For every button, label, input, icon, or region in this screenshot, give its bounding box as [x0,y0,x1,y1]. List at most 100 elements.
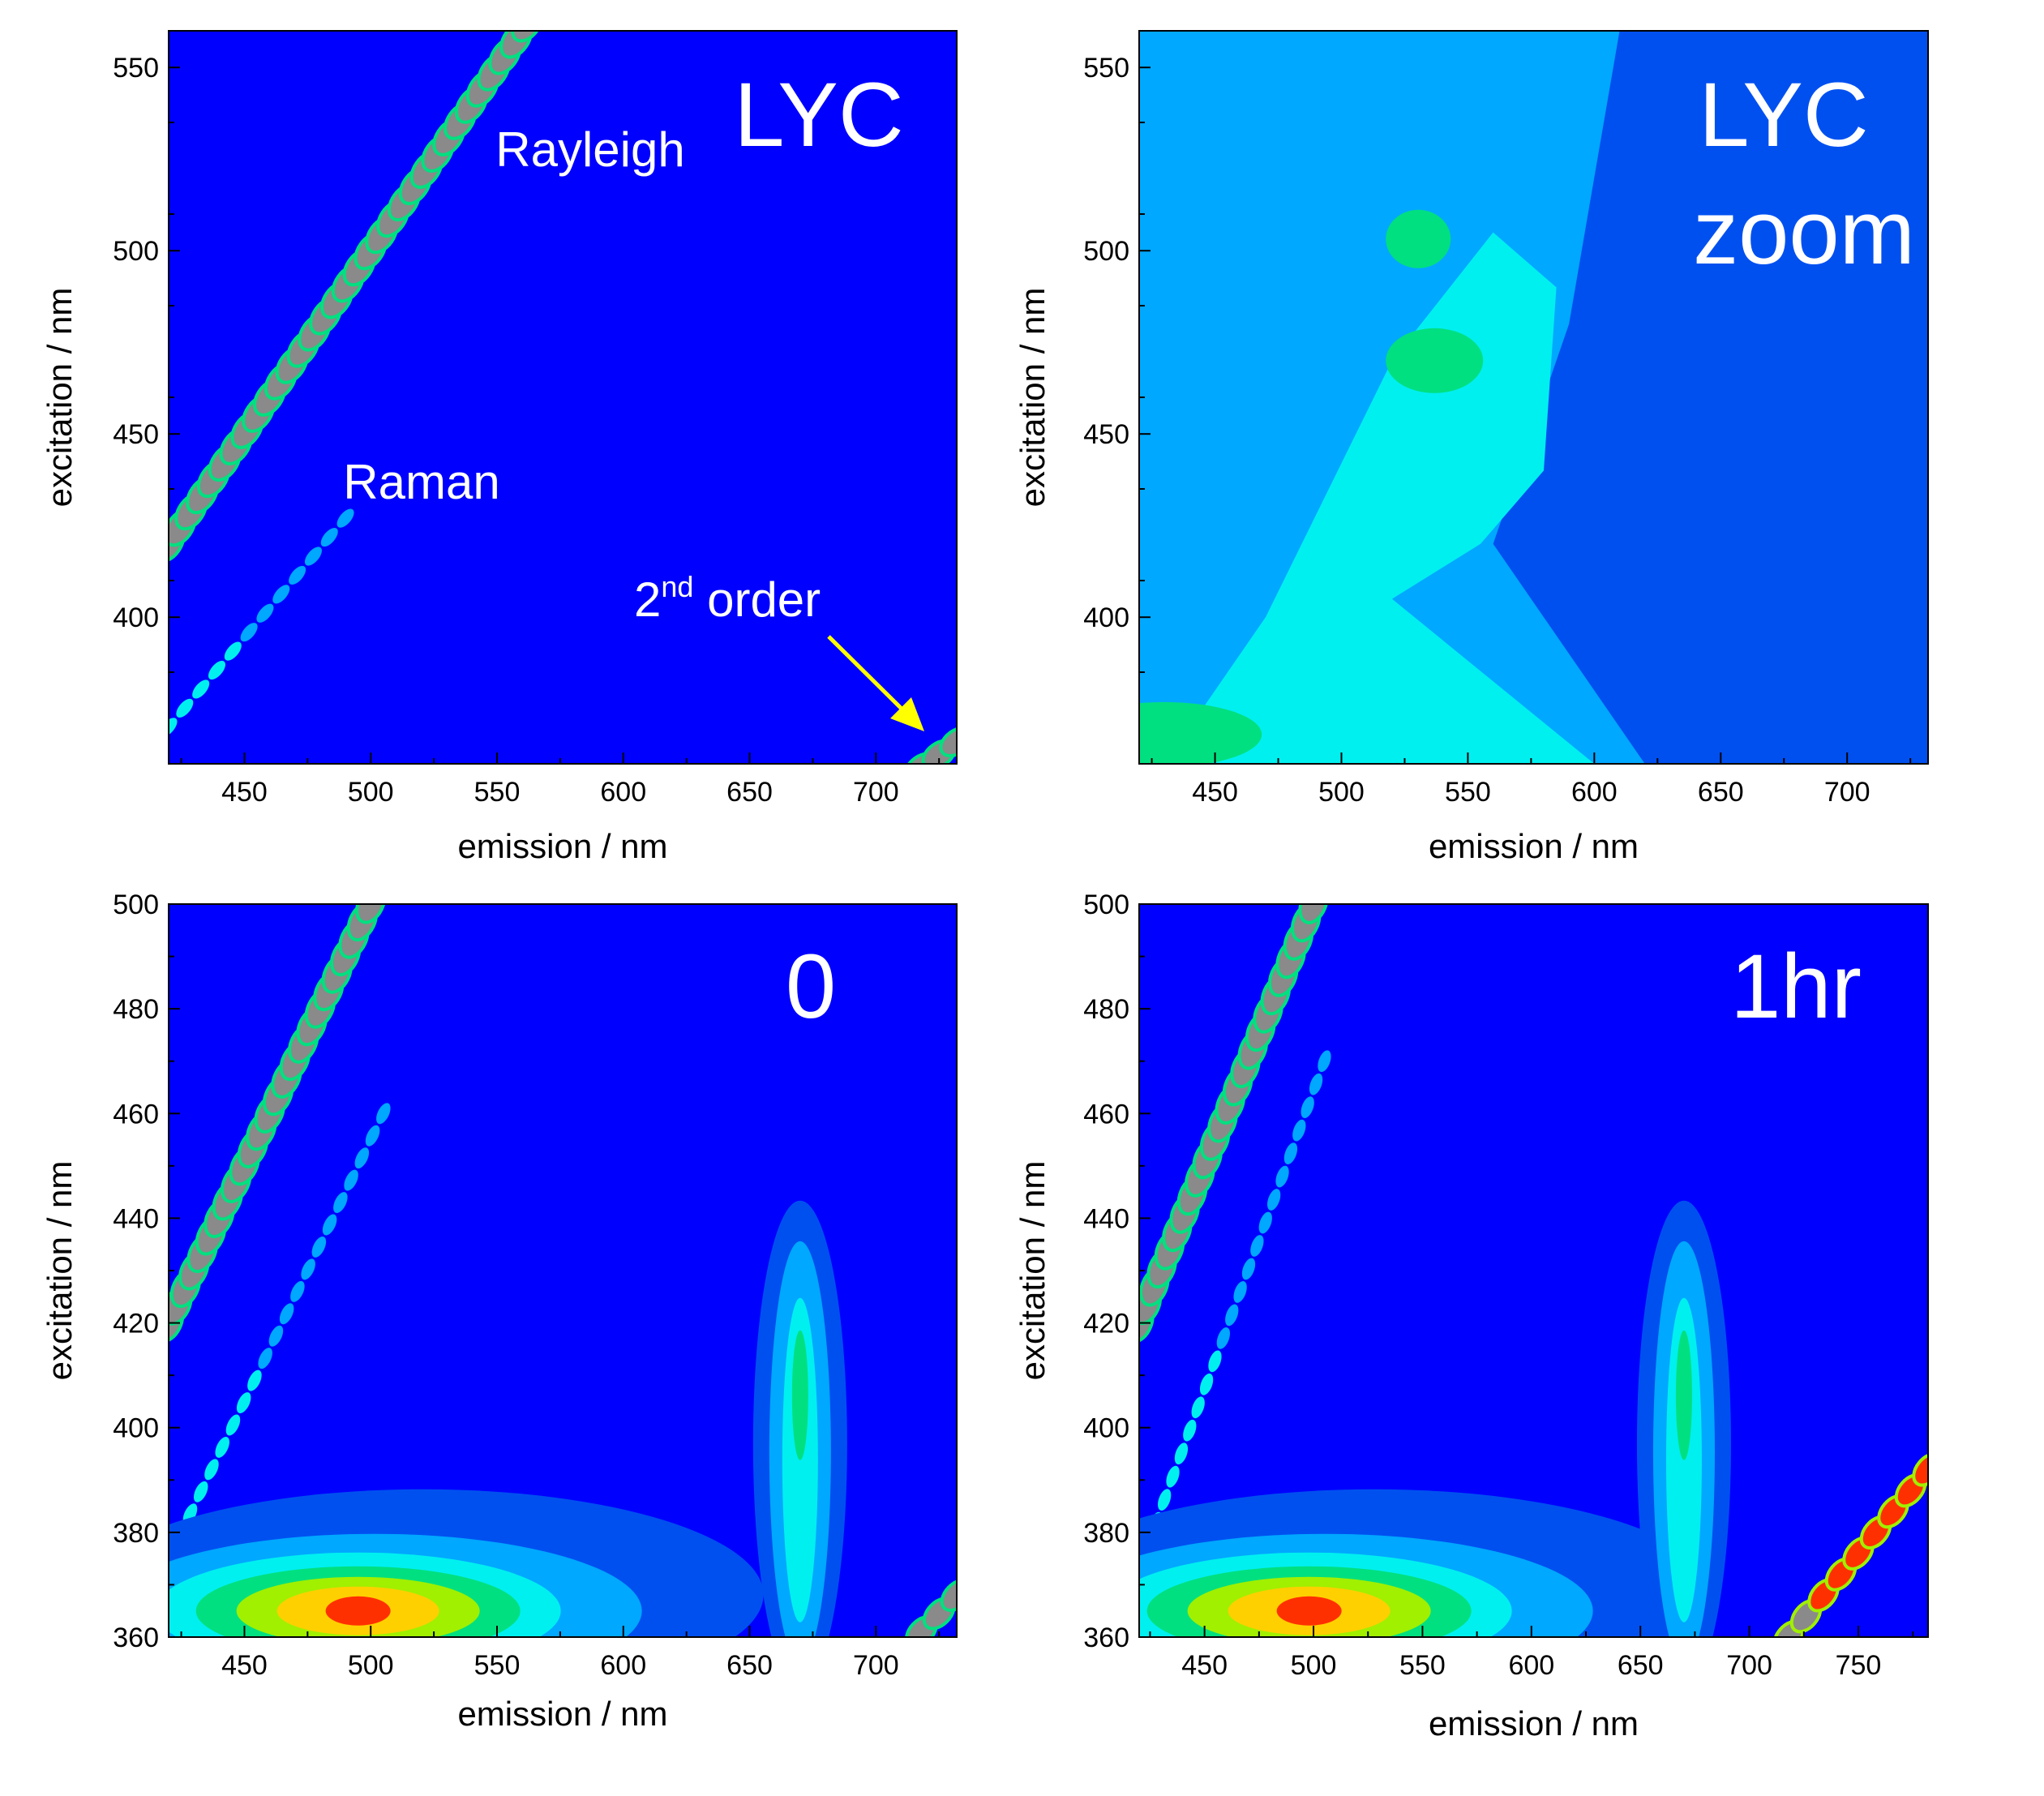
second-order-segment [1912,1452,1928,1487]
raman-line-segment [1283,1142,1298,1164]
raman-line-segment [1166,1465,1180,1488]
y-axis-label: excitation / nm [1013,288,1052,508]
y-tick-label: 550 [1083,53,1129,84]
second-order-annotation: 2nd order [634,570,821,627]
panel-subtitle: zoom [1693,182,1915,283]
emission-band-contour [325,1596,391,1626]
raman-line-segment [1208,1350,1222,1373]
chart-panel-bottom-left: 450 500 550 600 650 700 360 380 400 420 440 460 480 5… [41,889,958,1733]
x-axis-label: emission / nm [1429,1704,1639,1742]
second-order-number: 2 [634,572,661,627]
x-tick-label: 700 [1726,1650,1772,1681]
y-tick-label: 550 [113,53,159,84]
x-axis-label: emission / nm [457,1695,667,1733]
y-tick-label: 480 [1083,994,1129,1025]
raman-line-segment [365,1125,380,1147]
y-tick-label: 500 [1083,889,1129,920]
chart-panel-top-left: 450 500 550 600 650 700 400 450 500 550 emission /… [41,30,958,865]
plot-background [169,31,957,764]
panel-title: 0 [786,936,836,1037]
x-tick-label: 550 [1445,777,1491,808]
x-tick-label: 550 [474,1650,521,1681]
x-tick-label: 600 [1508,1650,1554,1681]
panel-title: LYC [734,64,904,165]
y-tick-label: 460 [113,1099,159,1129]
raman-line-segment [247,1370,262,1391]
second-order-superscript: nd [661,570,693,603]
raman-line-segment [1191,1396,1205,1419]
rayleigh-line-segment [355,904,387,924]
raman-line-segment [1309,1073,1323,1095]
x-tick-label: 450 [221,1650,268,1681]
x-tick-label: 450 [221,777,268,808]
y-tick-label: 500 [1083,236,1129,267]
raman-line-segment [225,1414,241,1436]
raman-line-segment [333,1192,348,1214]
x-tick-label: 500 [1318,777,1365,808]
y-tick-label: 420 [1083,1309,1129,1339]
y-tick-label: 450 [113,419,159,450]
emission-column-contour [1675,1330,1692,1460]
rayleigh-annotation: Rayleigh [495,122,684,177]
raman-line-segment [376,1103,391,1125]
plot-area [169,904,957,1637]
panel-title: LYC [1699,64,1869,165]
raman-line-segment [1183,1419,1197,1442]
y-tick-label: 400 [1083,1413,1129,1444]
raman-line-segment [1233,1281,1247,1303]
raman-line-segment [1174,1442,1189,1465]
raman-line-segment [204,1459,219,1481]
raman-line-segment [258,1348,272,1370]
raman-line-segment [1241,1258,1256,1280]
raman-line-segment [272,585,290,604]
x-tick-label: 650 [1698,777,1744,808]
y-axis-label: excitation / nm [41,1161,79,1381]
second-order-segment [940,1578,957,1612]
y-tick-label: 440 [113,1203,159,1234]
plot-area [1139,904,1928,1637]
raman-line-segment [215,1436,229,1458]
y-tick-label: 500 [113,889,159,920]
raman-line-segment [279,1303,294,1325]
y-tick-label: 400 [113,1413,159,1444]
raman-line-segment [1275,1165,1289,1188]
x-axis-label: emission / nm [1429,827,1639,865]
raman-line-segment [1216,1327,1230,1349]
emission-column-contour [791,1330,808,1460]
x-tick-label: 550 [474,777,521,808]
fluorescence-blob-contour [1139,701,1262,764]
raman-annotation: Raman [343,455,499,509]
y-axis-label: excitation / nm [41,288,79,508]
raman-line-segment [289,565,306,585]
x-tick-label: 700 [853,777,899,808]
x-tick-label: 450 [1192,777,1238,808]
raman-line-segment [344,1169,358,1191]
second-order-arrow [827,635,908,715]
x-tick-label: 500 [348,1650,394,1681]
chart-panel-top-right: 450 500 550 600 650 700 400 450 500 550 emission /… [1013,30,1929,865]
chart-panel-bottom-right: 450 500 550 600 650 700 750 360 380 400 420 440 460 4… [1013,889,1929,1742]
raman-line-segment [290,1280,305,1302]
y-tick-label: 360 [113,1622,159,1653]
rayleigh-line-segment [510,31,544,43]
y-tick-label: 460 [1083,1099,1129,1129]
raman-line-segment [169,718,178,737]
x-tick-label: 600 [600,777,646,808]
raman-line-segment [268,1325,284,1347]
second-order-word: order [693,572,821,627]
raman-line-segment [311,1236,327,1258]
x-axis-label: emission / nm [457,827,667,865]
y-tick-label: 400 [113,602,159,633]
x-tick-label: 700 [1824,777,1870,808]
raman-line-segment [322,1214,337,1236]
x-tick-label: 600 [600,1650,646,1681]
raman-line-segment [1250,1235,1264,1257]
y-tick-label: 380 [1083,1518,1129,1549]
raman-line-segment [1301,1096,1314,1119]
plot-area [1139,31,1928,764]
zoom-level-3-region [1164,232,1595,764]
raman-line-segment [301,1258,315,1280]
raman-line-segment [1225,1304,1239,1327]
panel-title: 1hr [1730,936,1862,1037]
